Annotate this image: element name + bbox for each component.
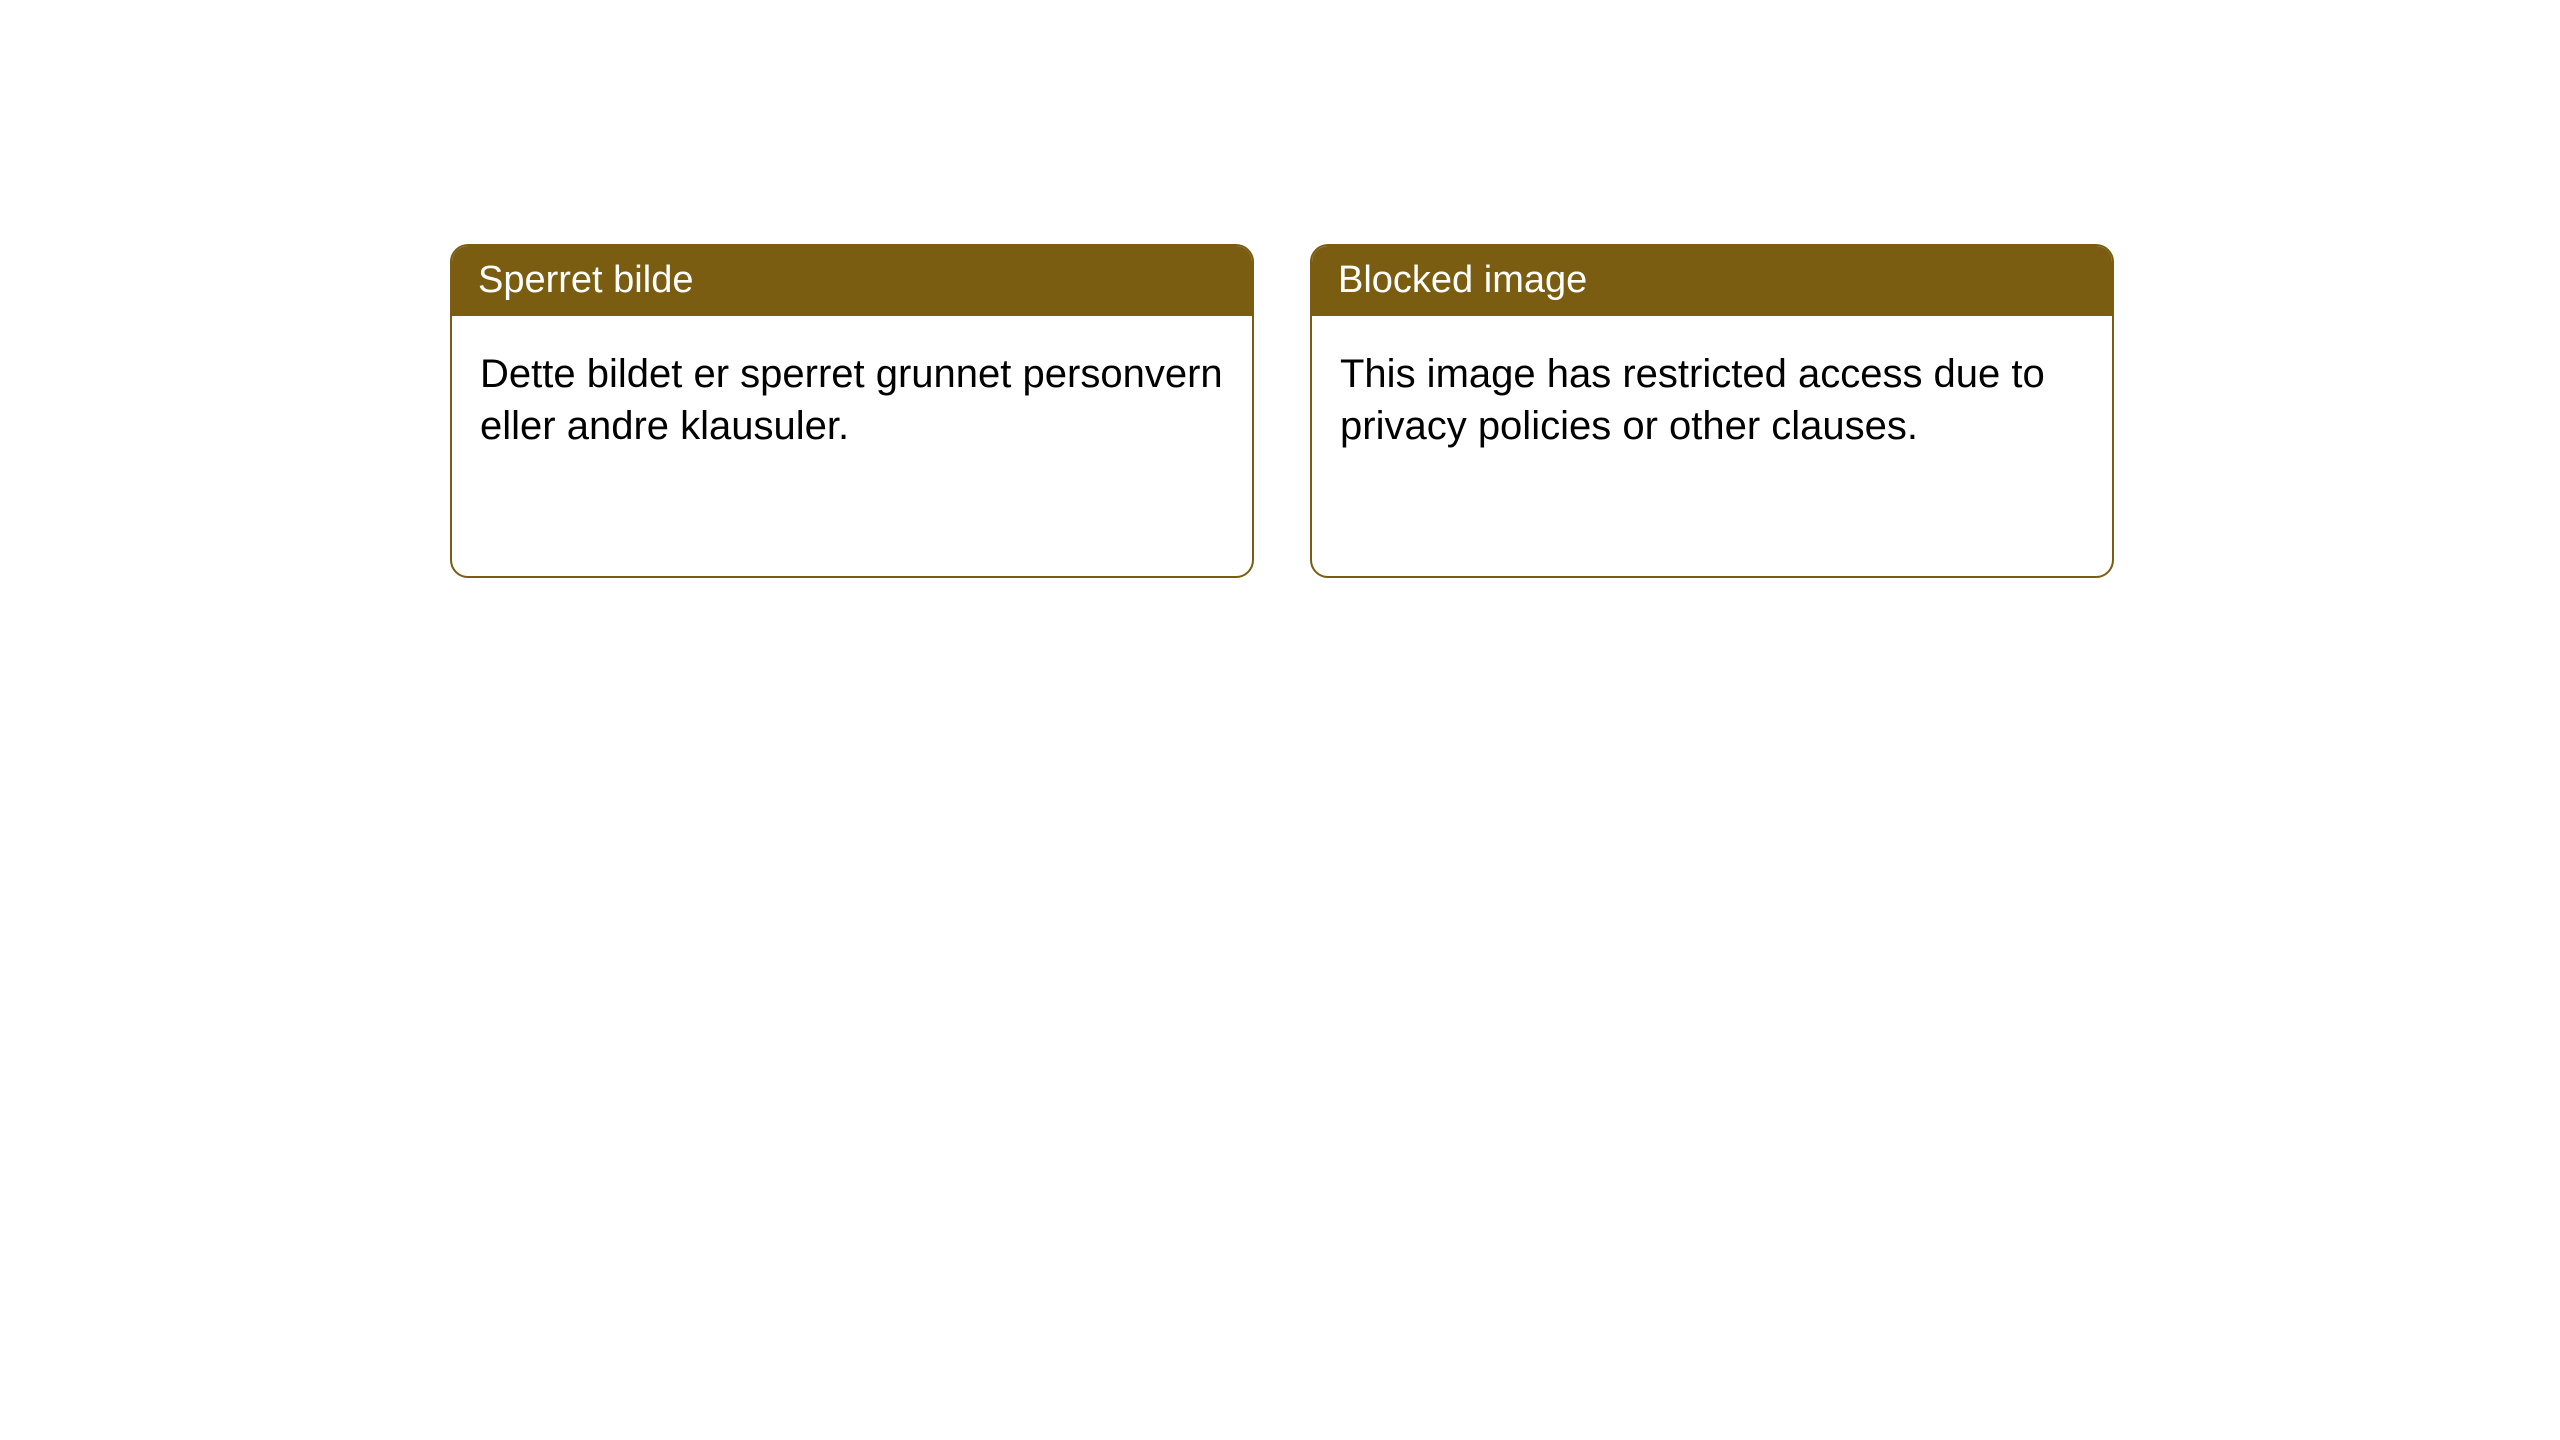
notice-card-norwegian: Sperret bilde Dette bildet er sperret gr…: [450, 244, 1254, 578]
notice-card-body-text: Dette bildet er sperret grunnet personve…: [480, 352, 1223, 448]
notice-card-body-text: This image has restricted access due to …: [1340, 352, 2045, 448]
notice-card-title: Sperret bilde: [478, 259, 693, 301]
notice-card-body: This image has restricted access due to …: [1312, 316, 2112, 484]
notice-card-title: Blocked image: [1338, 259, 1587, 301]
notice-card-english: Blocked image This image has restricted …: [1310, 244, 2114, 578]
notice-card-body: Dette bildet er sperret grunnet personve…: [452, 316, 1252, 484]
notice-cards-container: Sperret bilde Dette bildet er sperret gr…: [450, 244, 2114, 578]
notice-card-header: Sperret bilde: [452, 246, 1252, 316]
notice-card-header: Blocked image: [1312, 246, 2112, 316]
